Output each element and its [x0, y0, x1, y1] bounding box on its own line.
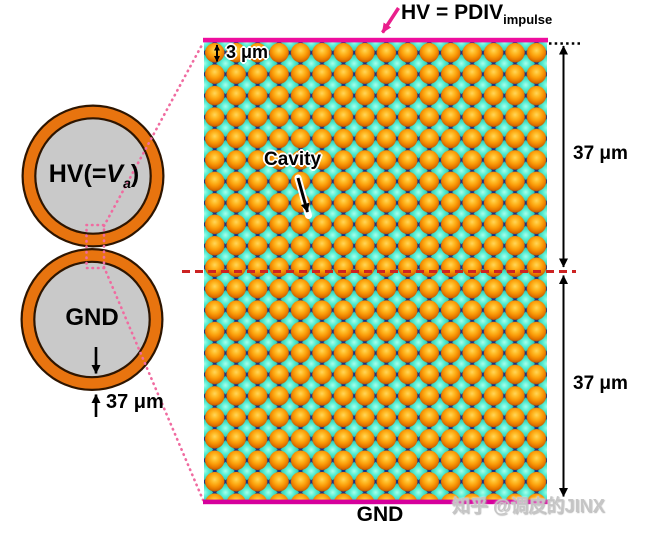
- hv-pdiv-main: HV = PDIV: [401, 1, 504, 24]
- hv-label-arrow: [381, 7, 400, 34]
- hv-wire-cross-section: [21, 104, 165, 248]
- hv-wire-label: HV(=Va): [23, 161, 165, 191]
- particle-size-label: 3 μm: [226, 42, 269, 62]
- hv-label-sub: a: [123, 175, 131, 191]
- gnd-electrode-label: GND: [356, 503, 404, 526]
- enamel-thickness-label: 37 μm: [106, 391, 164, 413]
- gnd-wire-label: GND: [65, 304, 119, 331]
- upper-thickness-label: 37 μm: [573, 143, 628, 164]
- lower-thickness-label: 37 μm: [573, 373, 628, 394]
- gnd-wire-cross-section: [20, 248, 164, 391]
- hv-label-var: V: [106, 160, 124, 188]
- microstructure-panel: [182, 37, 576, 505]
- hv-pdiv-label: HV = PDIVimpulse: [401, 1, 553, 28]
- hv-label-prefix: HV(=: [48, 160, 107, 188]
- hv-label-suffix: ): [130, 160, 140, 188]
- watermark: 知乎 @调皮的JINX: [452, 496, 605, 516]
- hv-electrode-line: [203, 37, 548, 43]
- cavity-arrow: [294, 174, 312, 219]
- hv-pdiv-sub: impulse: [503, 12, 553, 28]
- gnd-electrode-line: [203, 499, 548, 505]
- zoom-guide: [85, 41, 205, 502]
- cavity-label: Cavity: [264, 149, 322, 170]
